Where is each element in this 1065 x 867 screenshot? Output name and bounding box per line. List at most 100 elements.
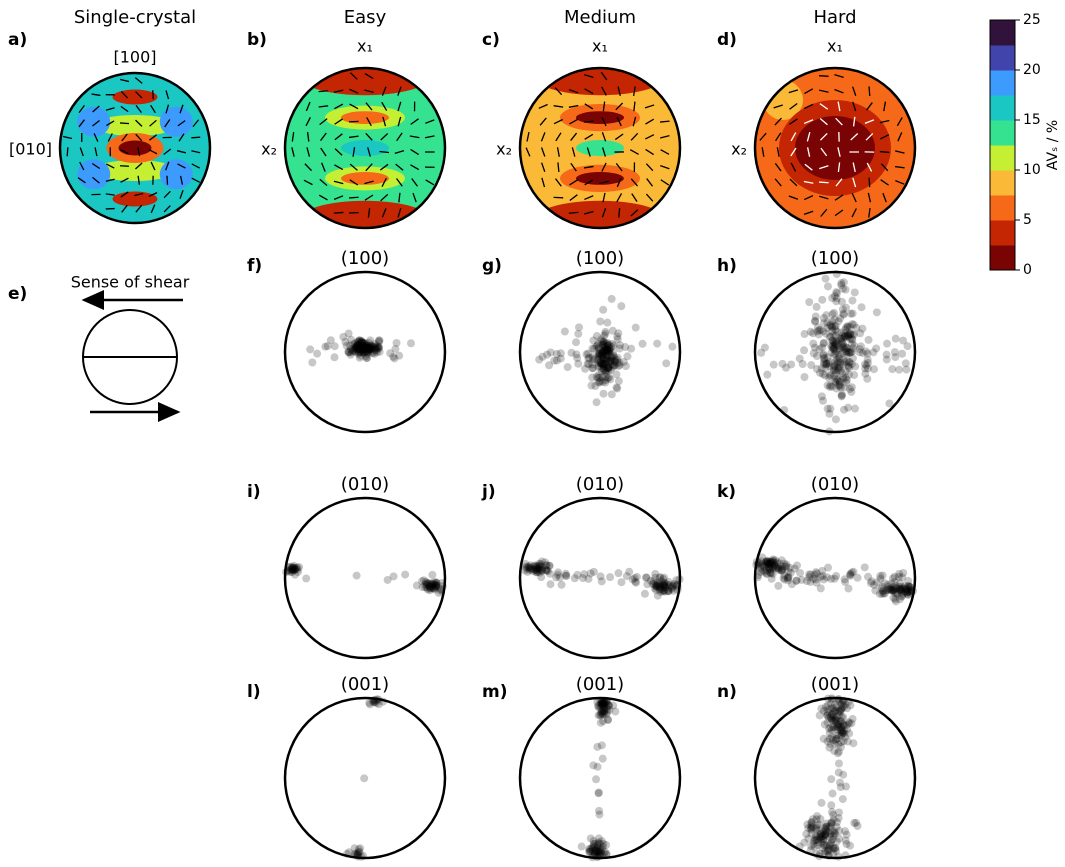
polarization-tick [616, 177, 622, 188]
pole [631, 577, 640, 586]
pole [372, 699, 381, 708]
pole [768, 558, 777, 567]
pole [593, 742, 602, 751]
pole [819, 354, 828, 363]
polarization-tick [334, 133, 343, 141]
pole [360, 342, 369, 351]
pole [819, 357, 828, 366]
pole [786, 568, 795, 577]
panel-label: i) [247, 482, 261, 502]
pole [807, 361, 816, 370]
pole [762, 566, 771, 575]
pole [665, 580, 674, 589]
pole [368, 349, 377, 358]
pole [582, 350, 591, 359]
pole [356, 343, 365, 352]
pole [598, 699, 607, 708]
pole [585, 845, 594, 854]
pole [426, 584, 435, 593]
pole [835, 826, 844, 835]
pole [359, 339, 368, 348]
pole [532, 568, 541, 577]
pole [819, 835, 828, 844]
pole [662, 359, 671, 368]
pole [836, 358, 845, 367]
pole [849, 567, 858, 576]
panel-label: c) [482, 30, 500, 50]
pole [792, 576, 801, 585]
pole [806, 327, 815, 336]
pole [371, 344, 380, 353]
polarization-tick [380, 133, 389, 141]
pole [841, 373, 850, 382]
contour [795, 116, 875, 180]
pole [594, 373, 603, 382]
polarization-tick [645, 193, 654, 202]
polarization-tick [868, 177, 871, 188]
pole [897, 585, 906, 594]
pole [817, 798, 826, 807]
polarization-tick [803, 210, 814, 215]
pole [833, 359, 842, 368]
pole [350, 339, 359, 348]
pole [904, 581, 913, 590]
pole [858, 324, 867, 333]
polarization-tick [134, 77, 143, 84]
pole [891, 584, 900, 593]
pole [542, 565, 551, 574]
pole [831, 415, 840, 424]
colorbar-bin [990, 70, 1015, 96]
pole [810, 836, 819, 845]
pole [843, 333, 852, 342]
pole [838, 795, 847, 804]
polarization-tick [880, 163, 889, 172]
polarization-tick [851, 192, 857, 203]
pole [838, 719, 847, 728]
pole [813, 841, 822, 850]
pole [832, 369, 841, 378]
pole [816, 814, 825, 823]
pole [293, 563, 302, 572]
pole [374, 700, 383, 709]
pole [839, 373, 848, 382]
colorbar-tick-label: 5 [1023, 212, 1032, 228]
polarization-tick [617, 86, 621, 97]
pole [836, 726, 845, 735]
pole [356, 337, 365, 346]
pole [615, 360, 624, 369]
pole [824, 563, 833, 572]
pole [842, 343, 851, 352]
colorbar-tick-label: 25 [1023, 12, 1041, 28]
pole [826, 740, 835, 749]
pole [840, 329, 849, 338]
pole [827, 699, 836, 708]
polarization-tick [349, 88, 359, 94]
pole [844, 331, 853, 340]
pole [285, 562, 294, 571]
pole [890, 586, 899, 595]
pole [818, 343, 827, 352]
pole [835, 707, 844, 716]
pole [828, 317, 837, 326]
pole [350, 342, 359, 351]
pole [605, 340, 614, 349]
polarization-tick [77, 177, 86, 184]
polarization-tick [631, 193, 638, 202]
polarization-tick [539, 117, 547, 126]
pole [869, 348, 878, 357]
pole [828, 337, 837, 346]
pole [846, 348, 855, 357]
pole [288, 565, 297, 574]
pole [826, 723, 835, 732]
pole [613, 353, 622, 362]
pole [609, 353, 618, 362]
polarization-tick [774, 178, 782, 187]
pole [769, 360, 778, 369]
pole [829, 704, 838, 713]
polarization-tick [834, 194, 844, 201]
pole [615, 341, 624, 350]
pole [289, 564, 298, 573]
pole [541, 558, 550, 567]
pole [594, 370, 603, 379]
pole [614, 329, 623, 338]
